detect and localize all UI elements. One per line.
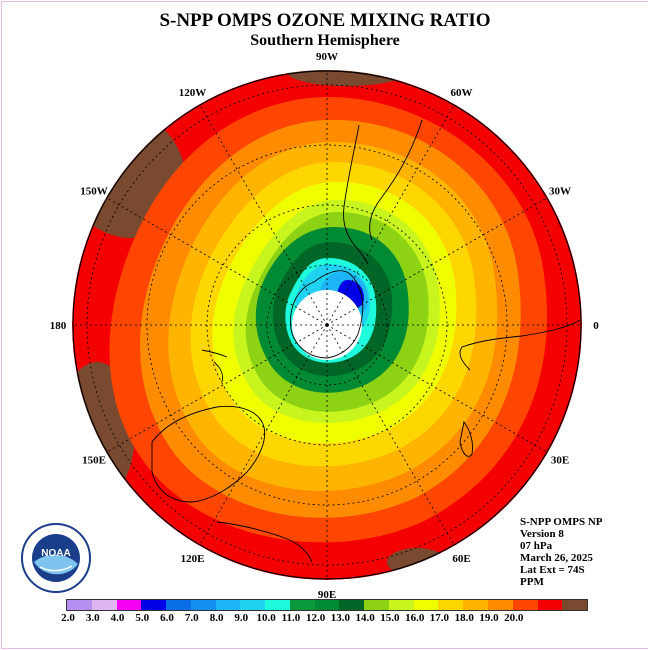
coast-africa (459, 319, 581, 371)
coast-new-zealand (201, 349, 228, 383)
longitude-label: 0 (593, 320, 599, 332)
colorbar-label: 17.0 (429, 612, 450, 624)
noaa-logo-icon: NOAA (20, 522, 92, 599)
colorbar-label: 14.0 (355, 612, 375, 624)
longitude-label: 120W (179, 87, 207, 99)
colorbar-cell (166, 600, 191, 610)
colorbar-label: 13.0 (330, 612, 351, 624)
map-rim-circle (72, 70, 582, 580)
colorbar-cell (116, 600, 142, 610)
info-line: Lat Ext = 74S (520, 564, 585, 576)
longitude-label: 30E (551, 455, 569, 467)
colorbar-cell (438, 600, 464, 610)
colorbar-label: 2.0 (61, 612, 75, 624)
longitude-label: 150W (80, 186, 108, 198)
coast-antarctic-peninsula (289, 270, 364, 359)
colorbar-label: 5.0 (135, 612, 150, 624)
page-title: S-NPP OMPS OZONE MIXING RATIO (159, 10, 491, 31)
colorbar-label: 15.0 (380, 612, 400, 624)
page-subtitle: Southern Hemisphere (250, 32, 400, 49)
colorbar-cell (364, 600, 389, 610)
colorbar-label: 8.0 (209, 612, 224, 624)
colorbar-label: 7.0 (184, 612, 199, 624)
colorbar-cell (91, 600, 117, 610)
longitude-label: 120E (181, 553, 205, 565)
map-rim (72, 70, 582, 580)
colorbar-label: 9.0 (234, 612, 249, 624)
info-line: 07 hPa (520, 540, 553, 552)
colorbar-cell (488, 600, 513, 610)
colorbar-cell (141, 600, 167, 610)
coast-south-america-east (369, 119, 423, 241)
colorbar-label: 18.0 (454, 612, 474, 624)
colorbar-cell (314, 600, 340, 610)
longitude-label: 90W (316, 51, 338, 63)
colorbar (66, 599, 588, 611)
coast-south-america (343, 124, 369, 265)
noaa-logo-wave (39, 565, 73, 572)
colorbar-cell (537, 600, 563, 610)
coast-australia (151, 405, 266, 503)
colorbar-cell (289, 600, 315, 610)
colorbar-label: 11.0 (281, 612, 301, 624)
colorbar-label: 20.0 (504, 612, 524, 624)
colorbar-cell (463, 600, 489, 610)
colorbar-cell (388, 600, 414, 610)
graticule (72, 70, 582, 580)
coastlines (151, 119, 581, 563)
colorbar-label: 19.0 (479, 612, 499, 624)
colorbar-cell (190, 600, 216, 610)
longitude-label: 60W (451, 87, 473, 99)
colorbar-cell (562, 600, 588, 610)
colorbar-label: 4.0 (110, 612, 125, 624)
longitude-label: 180 (50, 320, 67, 332)
coast-madagascar (459, 420, 473, 457)
coast-indonesia (216, 521, 313, 563)
colorbar-label: 12.0 (305, 612, 326, 624)
info-line: Version 8 (520, 528, 564, 540)
info-line: PPM (520, 576, 544, 588)
colorbar-label: 3.0 (85, 612, 100, 624)
colorbar-cell (67, 600, 92, 610)
colorbar-cell (265, 600, 290, 610)
longitude-label: 30W (549, 186, 571, 198)
longitude-label: 60E (452, 553, 470, 565)
colorbar-label: 6.0 (160, 612, 174, 624)
colorbar-cell (215, 600, 241, 610)
info-panel: S-NPP OMPS NP Version 8 07 hPa March 26,… (520, 516, 603, 588)
colorbar-cell (512, 600, 538, 610)
info-line: March 26, 2025 (520, 552, 593, 564)
noaa-logo-text: NOAA (41, 548, 70, 559)
info-line: S-NPP OMPS NP (520, 516, 603, 528)
colorbar-label: 10.0 (256, 612, 276, 624)
map-disc (72, 70, 582, 580)
colorbar-cell (240, 600, 266, 610)
colorbar-cell (413, 600, 439, 610)
longitude-labels: 0 30W 60W 90W 120W 150W 180 150E 120E 90E 60E 30E (50, 51, 600, 601)
longitude-label: 150E (82, 455, 106, 467)
colorbar-labels: 2.0 3.0 4.0 5.0 6.0 7.0 8.0 9.0 10.0 11.0 12.0 13.0… (2, 612, 648, 626)
colorbar-cell (339, 600, 365, 610)
colorbar-label: 16.0 (405, 612, 425, 624)
longitude-label: 90E (318, 589, 336, 601)
